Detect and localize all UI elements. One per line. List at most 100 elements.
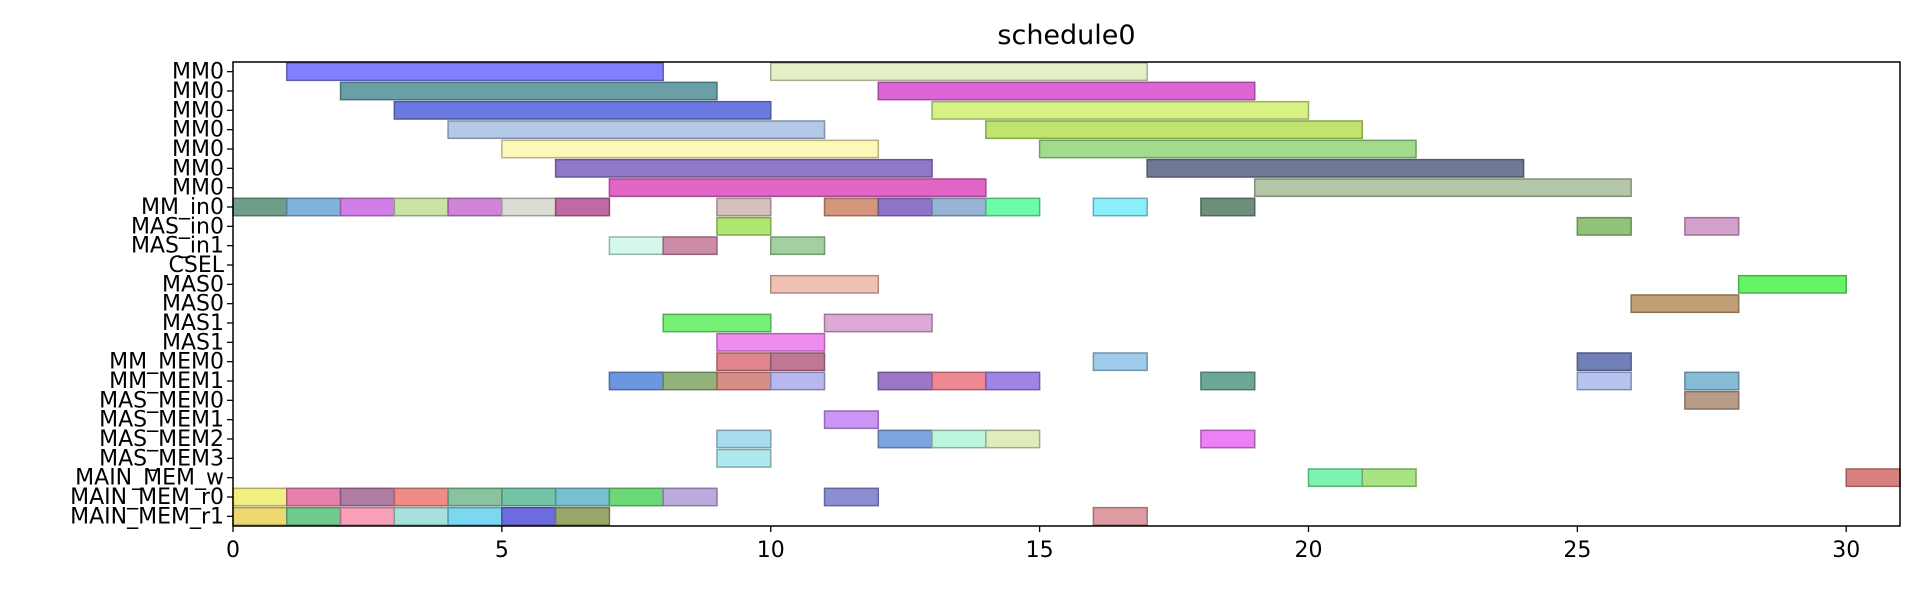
task-bar xyxy=(931,371,987,391)
task-bar xyxy=(985,429,1041,449)
y-tick-label: MAS_in0 xyxy=(131,214,224,239)
y-tick-label: MAS_MEM0 xyxy=(99,388,224,413)
task-bar xyxy=(1307,468,1364,488)
task-bar xyxy=(931,100,1310,120)
y-tick-label: MM_in0 xyxy=(141,195,224,220)
task-bar xyxy=(339,506,396,526)
chart-title: schedule0 xyxy=(997,20,1135,51)
task-bar xyxy=(985,371,1041,391)
y-tick-label: MM0 xyxy=(172,98,224,123)
task-bar xyxy=(339,197,396,217)
y-tick-label: MAS_MEM1 xyxy=(99,408,224,433)
task-bar xyxy=(1576,216,1632,236)
y-tick-label: MAS_MEM2 xyxy=(99,427,224,452)
task-bar xyxy=(286,487,342,507)
y-tick-label: MAIN_MEM_r1 xyxy=(70,504,224,529)
task-bar xyxy=(1092,506,1148,526)
task-bar xyxy=(286,62,664,82)
y-axis-labels: MM0MM0MM0MM0MM0MM0MM0MM_in0MAS_in0MAS_in… xyxy=(70,60,233,529)
task-bar xyxy=(608,487,664,507)
task-bar xyxy=(447,120,826,140)
task-bar xyxy=(877,429,933,449)
task-bar xyxy=(931,429,987,449)
y-tick-label: MM0 xyxy=(172,118,224,143)
y-tick-label: MM0 xyxy=(172,60,224,85)
task-bar xyxy=(286,506,342,526)
task-bar xyxy=(1361,468,1417,488)
x-axis: 0 5 10 15 20 25 30 xyxy=(226,526,1860,563)
task-bar xyxy=(608,371,664,391)
task-bar xyxy=(232,506,288,526)
task-bar xyxy=(501,487,557,507)
task-bar xyxy=(716,371,772,391)
y-tick-label: MM0 xyxy=(172,176,224,201)
x-tick-label: 30 xyxy=(1832,538,1860,563)
task-bar xyxy=(985,197,1041,217)
y-tick-label: MM0 xyxy=(172,79,224,104)
x-tick-label: 15 xyxy=(1026,538,1054,563)
task-bar xyxy=(232,197,288,217)
x-tick-label: 10 xyxy=(757,538,785,563)
task-bar xyxy=(554,197,611,217)
task-bar xyxy=(823,313,933,333)
task-bar xyxy=(877,81,1256,101)
task-bar xyxy=(339,487,396,507)
task-bar xyxy=(286,197,342,217)
x-tick-label: 0 xyxy=(226,538,240,563)
task-bar xyxy=(339,81,718,101)
task-bar xyxy=(554,487,611,507)
task-bar xyxy=(1684,216,1740,236)
y-tick-label: MM_MEM0 xyxy=(109,350,224,375)
task-bar xyxy=(1684,371,1740,391)
task-bar xyxy=(823,410,880,430)
y-tick-label: MAS_MEM3 xyxy=(99,446,224,471)
y-tick-label: MAIN_MEM_w xyxy=(75,466,224,491)
task-bar xyxy=(1684,390,1740,410)
task-bar xyxy=(232,487,288,507)
y-tick-label: CSEL xyxy=(169,253,225,278)
task-bar xyxy=(769,371,826,391)
task-bar xyxy=(662,236,718,256)
task-bar xyxy=(554,158,933,178)
task-bar xyxy=(769,62,1148,82)
task-bar xyxy=(1038,139,1417,159)
task-bar xyxy=(1253,178,1632,198)
task-bar xyxy=(931,197,987,217)
task-bar xyxy=(1146,158,1525,178)
task-bar xyxy=(1576,352,1632,372)
task-bar xyxy=(716,352,772,372)
task-bar xyxy=(716,197,772,217)
task-bar xyxy=(769,236,826,256)
task-bar xyxy=(501,139,880,159)
plot-frame xyxy=(232,61,1901,527)
task-bar xyxy=(447,487,503,507)
y-tick-label: MAIN_MEM_r0 xyxy=(70,485,224,510)
task-bar xyxy=(608,236,664,256)
task-bar xyxy=(716,429,772,449)
task-bar xyxy=(1576,371,1632,391)
y-tick-label: MM0 xyxy=(172,137,224,162)
task-bars xyxy=(232,62,1901,526)
task-bar xyxy=(393,197,449,217)
task-bar xyxy=(1200,197,1256,217)
task-bar xyxy=(608,178,987,198)
task-bar xyxy=(662,371,718,391)
task-bar xyxy=(1845,468,1901,488)
y-tick-label: MAS0 xyxy=(162,292,224,317)
y-tick-label: MM0 xyxy=(172,156,224,181)
task-bar xyxy=(501,506,557,526)
task-bar xyxy=(769,274,880,294)
task-bar xyxy=(877,371,933,391)
task-bar xyxy=(716,332,826,352)
task-bar xyxy=(662,487,718,507)
task-bar xyxy=(823,197,880,217)
task-bar xyxy=(1092,352,1148,372)
y-tick-label: MAS1 xyxy=(162,311,224,336)
task-bar xyxy=(447,197,503,217)
task-bar xyxy=(716,448,772,468)
y-tick-label: MAS1 xyxy=(162,330,224,355)
task-bar xyxy=(554,506,611,526)
task-bar xyxy=(1200,371,1256,391)
y-tick-label: MAS0 xyxy=(162,272,224,297)
